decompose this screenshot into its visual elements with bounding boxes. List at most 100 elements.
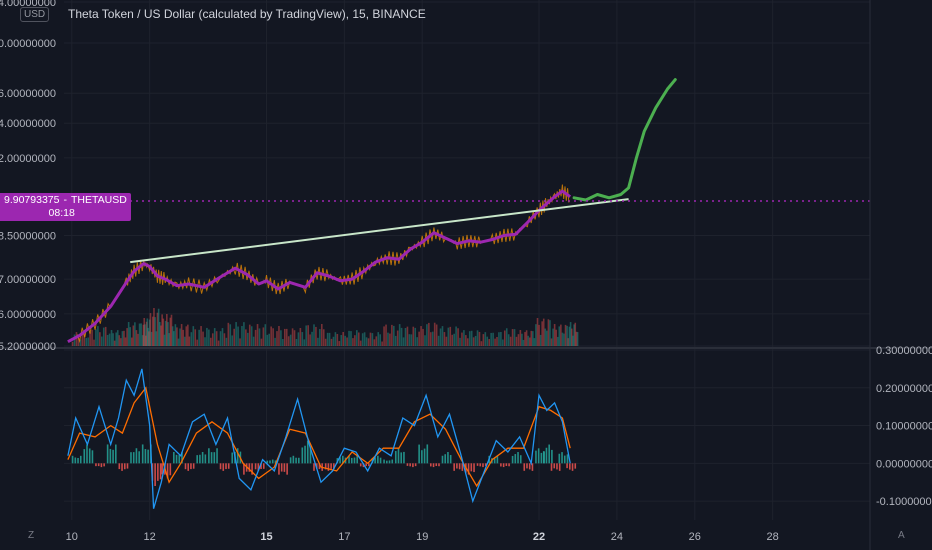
volume-bar [260,338,263,346]
volume-bar [231,335,234,346]
volume-bar [174,324,177,346]
auto-scale-button[interactable]: A [898,530,905,541]
volume-bar [270,326,272,346]
volume-bar [124,337,127,346]
histogram-bar [432,463,435,468]
volume-bar [239,338,241,346]
volume-bar [428,322,430,346]
histogram-bar [493,457,496,464]
histogram-bar [484,463,487,467]
histogram-bar [121,463,123,471]
histogram-bar [222,463,225,471]
volume-bar [517,334,520,346]
volume-bar [488,339,491,346]
volume-bar [539,334,542,346]
volume-bar [361,333,364,346]
volume-bar [567,338,570,346]
histogram-bar [190,463,192,470]
histogram-bar [426,444,429,464]
histogram-bar [196,455,198,464]
volume-bar [435,324,438,346]
volume-bar [461,332,463,346]
currency-badge[interactable]: USD [20,7,50,22]
time-tick-label: 12 [144,531,156,543]
volume-bar [414,327,417,346]
histogram-bar [403,451,405,464]
histogram-bar [289,457,292,464]
volume-bar [127,322,130,346]
volume-bar [555,329,557,346]
volume-bar [121,331,124,346]
histogram-bar [553,463,556,469]
histogram-bar [523,463,526,471]
histogram-bar [574,463,577,469]
volume-bar [416,337,418,346]
volume-bar [130,337,133,346]
volume-bar [538,324,540,346]
time-tick-label: 26 [689,531,701,543]
histogram-bar [112,449,114,464]
histogram-bar [318,463,321,470]
volume-bar [194,329,197,346]
volume-bar [547,319,550,346]
volume-bar [541,321,543,346]
volume-bar [155,331,158,346]
histogram-bar [479,463,482,467]
volume-bar [422,328,424,346]
volume-bar [211,333,214,346]
histogram-bar [517,452,519,464]
volume-bar [221,328,224,346]
histogram-bar [304,445,306,464]
volume-bar [560,324,562,346]
volume-bar [532,331,534,346]
histogram-bar [169,463,172,476]
histogram-bar [83,449,86,464]
histogram-bar [540,452,543,464]
volume-bar [123,330,125,346]
volume-bar [104,326,107,346]
price-tick-label: 24.00000000 [0,0,56,9]
volume-bar [159,322,161,346]
volume-bar [574,322,577,346]
volume-bar [503,330,506,346]
histogram-bar [388,460,391,464]
histogram-bar [271,459,274,464]
volume-bar [418,331,420,346]
histogram-bar [435,463,438,467]
volume-bar [513,329,516,346]
volume-bar [202,331,204,346]
volume-bar [77,336,80,346]
volume-bar [156,312,159,346]
signal-line [67,386,571,488]
volume-bar [192,326,195,346]
volume-bar [225,337,228,346]
volume-bar [494,338,496,346]
volume-bar [492,332,494,346]
volume-bar [287,336,290,346]
price-candles-line [67,184,570,344]
volume-bar [398,324,401,346]
volume-bar [167,322,169,346]
zoom-reset-button[interactable]: Z [28,530,35,541]
histogram-bar [141,444,144,464]
volume-bar [387,332,389,346]
volume-bar [484,332,487,346]
volume-bar [568,326,571,346]
volume-bar [217,340,220,346]
volume-bar [470,330,473,346]
volume-bar [385,324,387,346]
oscillator-tick-label: -0.10000000 [876,496,932,508]
histogram-bar [161,463,163,475]
volume-bar [576,332,579,346]
volume-bar [183,336,186,346]
time-tick-label: 28 [767,531,779,543]
volume-bar [468,331,471,346]
volume-bar [301,332,304,346]
volume-bar [336,334,339,346]
volume-bar [430,332,432,346]
volume-bar [482,334,485,346]
oscillator-tick-label: 0.10000000 [876,421,932,433]
volume-bar [500,331,502,346]
time-tick-label: 24 [611,531,623,543]
